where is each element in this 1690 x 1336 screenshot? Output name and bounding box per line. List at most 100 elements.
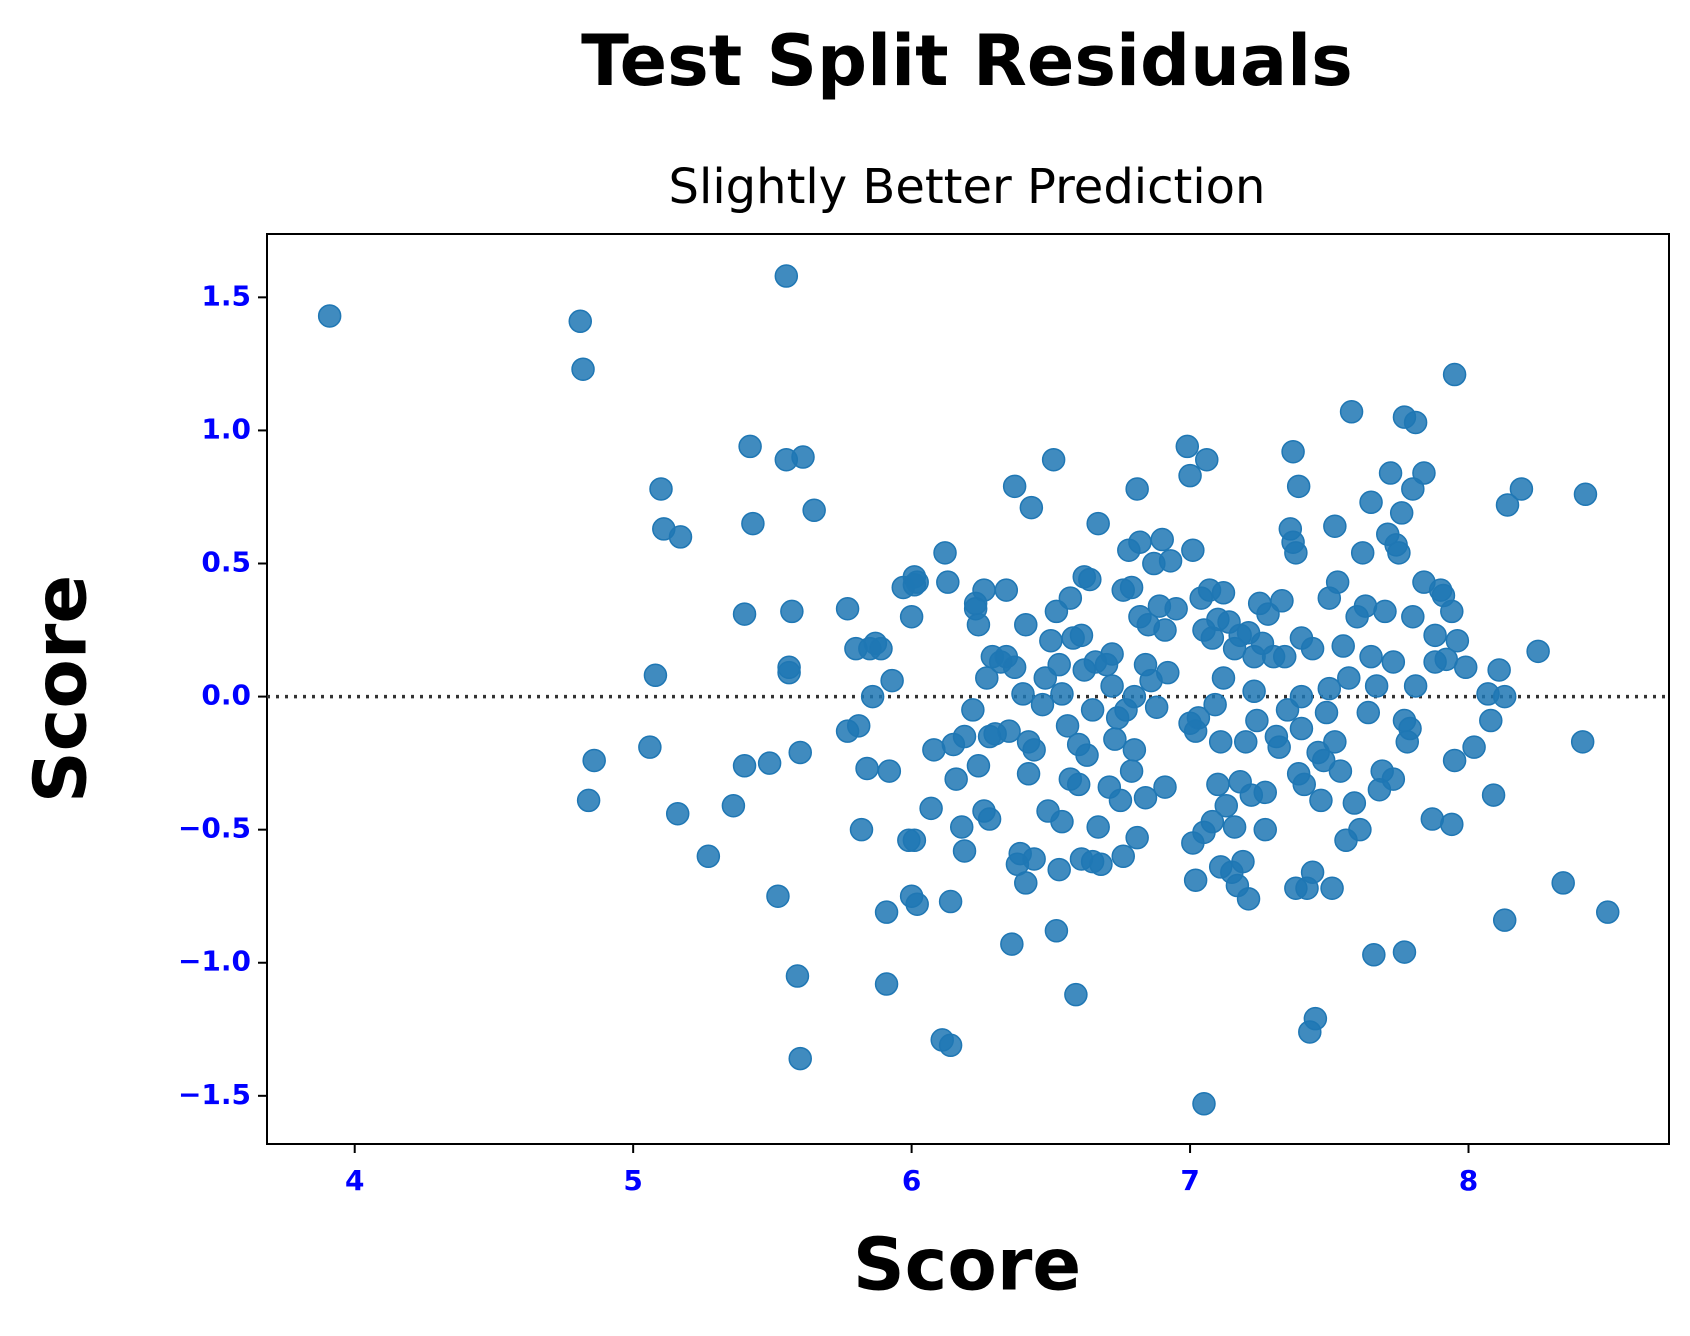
point xyxy=(905,892,929,916)
point xyxy=(874,900,899,924)
point xyxy=(1381,650,1406,674)
point xyxy=(1245,708,1269,733)
point xyxy=(1387,541,1411,565)
point xyxy=(1231,849,1255,874)
point xyxy=(582,748,606,773)
point xyxy=(933,541,957,565)
point xyxy=(1122,738,1147,762)
point xyxy=(1401,604,1425,629)
point xyxy=(952,724,977,749)
point xyxy=(1078,567,1102,592)
point xyxy=(905,570,929,594)
point xyxy=(1211,581,1236,605)
y-tick-label: 1.5 xyxy=(201,279,251,312)
x-tick-label: 5 xyxy=(623,1164,642,1197)
point xyxy=(849,817,874,842)
point xyxy=(1323,514,1347,538)
point xyxy=(1292,772,1316,797)
point xyxy=(788,1046,812,1071)
point xyxy=(1509,477,1534,501)
point xyxy=(638,735,662,759)
x-tick-label: 8 xyxy=(1459,1164,1478,1197)
point xyxy=(869,636,893,661)
point xyxy=(977,807,1002,831)
point xyxy=(1440,599,1464,624)
point xyxy=(1014,612,1038,637)
point xyxy=(1041,447,1066,472)
point xyxy=(1331,634,1355,658)
y-tick-label: −1.0 xyxy=(178,945,251,978)
point xyxy=(1108,788,1133,813)
point xyxy=(1300,636,1325,661)
point xyxy=(1066,772,1091,797)
point xyxy=(846,714,871,738)
point xyxy=(1203,692,1227,717)
point xyxy=(1272,644,1297,669)
point xyxy=(1075,743,1099,767)
point xyxy=(1356,700,1381,725)
point xyxy=(1286,474,1311,499)
point xyxy=(1453,655,1478,680)
point xyxy=(1111,844,1135,869)
x-tick-label: 6 xyxy=(902,1164,921,1197)
point xyxy=(1100,674,1124,698)
point xyxy=(785,964,810,988)
point xyxy=(1492,908,1517,932)
point xyxy=(1401,477,1425,501)
point xyxy=(696,844,721,869)
point xyxy=(1362,943,1386,967)
point xyxy=(643,663,668,688)
point xyxy=(1314,700,1339,725)
y-tick-label: 0.0 xyxy=(201,679,251,712)
point xyxy=(1119,759,1144,783)
point xyxy=(1281,439,1305,464)
point xyxy=(1014,871,1038,895)
point xyxy=(1214,793,1239,818)
point xyxy=(919,796,943,821)
point xyxy=(1253,780,1277,805)
point xyxy=(721,793,746,818)
point xyxy=(1011,682,1035,706)
point xyxy=(1122,684,1147,709)
point xyxy=(1392,940,1417,964)
point xyxy=(1200,809,1225,834)
point xyxy=(1337,666,1361,690)
point xyxy=(1595,900,1620,924)
point xyxy=(1039,628,1063,653)
point xyxy=(1069,623,1094,648)
point xyxy=(922,738,946,762)
point xyxy=(1348,817,1372,842)
plot-frame xyxy=(266,233,1670,1145)
point xyxy=(1325,570,1350,594)
point xyxy=(855,756,879,781)
y-axis-label: Score xyxy=(19,575,103,803)
point xyxy=(1570,730,1595,754)
point xyxy=(757,751,782,775)
point xyxy=(949,815,974,839)
point xyxy=(791,445,815,469)
point xyxy=(1234,730,1258,754)
point xyxy=(899,604,924,629)
point xyxy=(1442,362,1467,387)
point xyxy=(880,668,904,693)
point xyxy=(1222,815,1247,839)
point xyxy=(1373,599,1397,624)
point xyxy=(1364,674,1389,698)
point xyxy=(938,889,963,914)
point xyxy=(777,660,801,685)
point xyxy=(1055,714,1080,738)
point xyxy=(1289,684,1314,709)
point xyxy=(1178,463,1202,488)
point xyxy=(780,599,804,624)
point xyxy=(1462,735,1486,759)
x-tick-label: 7 xyxy=(1180,1164,1199,1197)
point xyxy=(1125,825,1149,850)
point xyxy=(1016,762,1041,786)
point xyxy=(936,570,960,594)
point xyxy=(774,264,799,288)
point xyxy=(835,597,860,621)
point xyxy=(1119,575,1144,600)
point xyxy=(1153,775,1177,799)
point xyxy=(1158,549,1183,573)
